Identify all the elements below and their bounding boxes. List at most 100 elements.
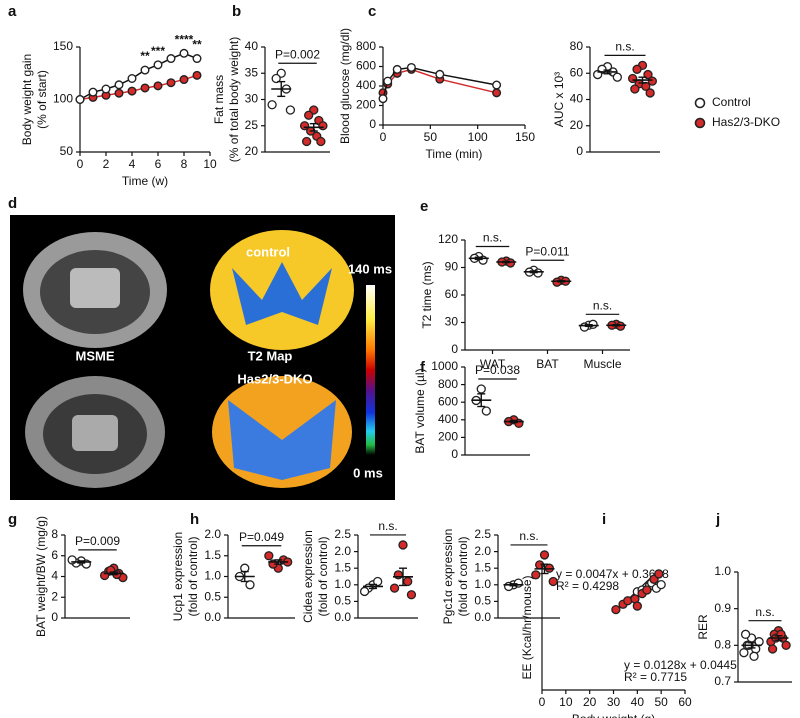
point [264, 551, 274, 561]
point [492, 88, 502, 98]
point [179, 48, 189, 58]
x-tick-label: 10 [559, 695, 573, 709]
y-tick-label: 0.9 [714, 601, 731, 615]
y-tick-label: 400 [356, 78, 376, 92]
y-tick-label: 100 [53, 92, 73, 106]
x-axis-label: Time (w) [122, 174, 168, 188]
color-bar [366, 285, 375, 455]
y-tick-label: 800 [356, 39, 376, 53]
y-tick-label: 1.0 [204, 569, 221, 583]
y-tick-label: 1.0 [714, 564, 731, 578]
point [127, 86, 137, 96]
point [373, 576, 383, 587]
y-tick-label: 0.0 [334, 610, 351, 624]
point [611, 604, 621, 615]
y-tick-label: 800 [438, 377, 458, 391]
point [267, 100, 277, 110]
legend-label: Control [712, 95, 751, 109]
y-tick-label: 1.0 [474, 577, 491, 591]
point [316, 136, 326, 147]
significance: n.s. [378, 519, 397, 533]
x-tick-label: 60 [678, 695, 692, 709]
point [548, 576, 558, 587]
line [79, 52, 198, 101]
point [632, 601, 642, 611]
y-axis-label: BAT volume (µl) [413, 368, 427, 453]
y-tick-label: 0 [451, 342, 458, 356]
point [192, 70, 202, 80]
y-tick-label: 0.5 [334, 594, 351, 608]
panel-label: b [232, 3, 241, 20]
y-axis-label: Cidea expression [301, 530, 315, 623]
significance: P=0.002 [275, 47, 320, 61]
x-tick-label: 2 [103, 157, 110, 171]
significance: **** [175, 32, 194, 46]
y-axis-label: Ucp1 expression [171, 532, 185, 621]
y-tick-label: 200 [356, 98, 376, 112]
y-tick-label: 40 [245, 39, 259, 53]
y-tick-label: 0.7 [714, 674, 731, 688]
y-tick-label: 40 [570, 92, 584, 106]
significance: P=0.011 [525, 244, 569, 258]
point [304, 110, 314, 120]
mri-image [72, 415, 118, 451]
panel-label: c [368, 3, 376, 20]
point [101, 84, 111, 94]
point [389, 583, 400, 593]
point [383, 76, 393, 86]
y-tick-label: 50 [60, 144, 74, 158]
fit-equation: y = 0.0047x + 0.3628 [556, 567, 669, 581]
y-axis-label: (% of start) [35, 70, 49, 129]
point [271, 73, 281, 84]
y-tick-label: 0 [51, 610, 58, 624]
mri-label: Has2/3-DKO [237, 371, 312, 386]
y-tick-label: 20 [245, 144, 259, 158]
panel-label: a [8, 3, 17, 20]
point [645, 88, 655, 98]
y-tick-label: 2.0 [334, 544, 351, 558]
panel-label: i [602, 511, 606, 528]
mri-label: T2 Map [248, 348, 293, 363]
y-tick-label: 0.5 [474, 594, 491, 608]
y-tick-label: 600 [356, 59, 376, 73]
panel-label: g [8, 511, 17, 528]
point [654, 569, 664, 579]
x-tick-label: 20 [583, 695, 597, 709]
point [403, 576, 413, 587]
significance: P=0.049 [239, 530, 284, 544]
point [630, 84, 640, 94]
point [642, 585, 652, 595]
x-tick-label: 30 [607, 695, 621, 709]
point [140, 83, 150, 93]
point [398, 540, 408, 550]
point [192, 54, 202, 64]
x-tick-label: Muscle [583, 357, 621, 371]
y-tick-label: 0.0 [204, 610, 221, 624]
y-axis-label: T2 time (ms) [420, 261, 434, 328]
legend-label: Has2/3-DKO [712, 115, 780, 129]
point [378, 94, 388, 104]
point [632, 64, 642, 74]
point [166, 54, 176, 64]
legend-marker [694, 97, 706, 109]
significance: ** [192, 38, 202, 52]
point [781, 640, 791, 650]
t2-map-image [228, 400, 336, 480]
significance: n.s. [519, 529, 538, 543]
y-axis-label: EE (Kcal/hr/mouse) [520, 575, 534, 679]
x-tick-label: 0 [77, 157, 84, 171]
y-tick-label: 80 [570, 39, 584, 53]
y-axis-label: (fold of control) [456, 536, 470, 616]
point [285, 105, 296, 115]
y-tick-label: 30 [445, 315, 459, 329]
y-tick-label: 60 [570, 65, 584, 79]
significance: ** [140, 49, 150, 63]
mri-label: MSME [76, 348, 115, 363]
x-tick-label: 50 [424, 130, 438, 144]
y-tick-label: 0.5 [204, 589, 221, 603]
y-tick-label: 400 [438, 412, 458, 426]
y-tick-label: 25 [245, 118, 259, 132]
significance: n.s. [593, 299, 612, 313]
y-tick-label: 200 [438, 430, 458, 444]
y-axis-label: RER [696, 614, 710, 640]
